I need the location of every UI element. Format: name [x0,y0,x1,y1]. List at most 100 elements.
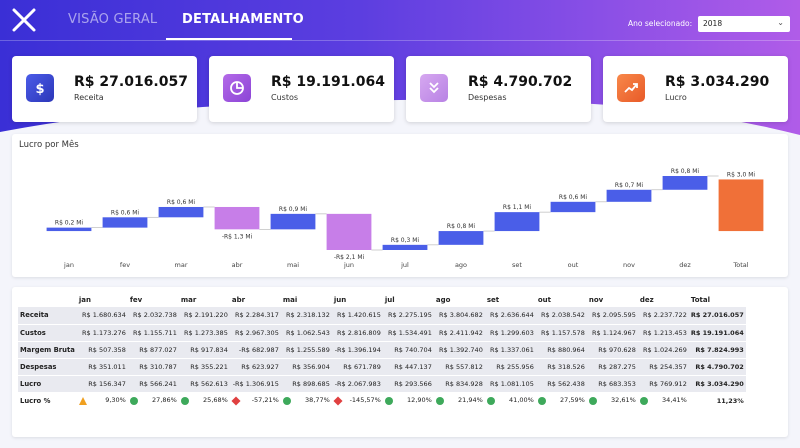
table-cell: R$ 623.927 [229,358,281,376]
status-diamond-icon [333,396,343,406]
x-tick-label: nov [623,261,635,269]
status-circle-icon [384,397,393,405]
table-cell: -R$ 682.987 [229,341,281,359]
table-cell: 11,23% [688,392,746,410]
financial-table: jan fev mar abr mai jun jul ago set out nov dez Tota… [18,293,746,410]
table-cell: R$ 2.816.809 [331,324,383,342]
table-cell: R$ 293.566 [382,375,434,393]
x-tick-label: mar [175,261,188,269]
table-cell: 12,90% [382,392,434,410]
waterfall-bar-ago [438,231,484,245]
table-cell: R$ 834.928 [433,375,485,393]
x-tick-label: mai [287,261,299,269]
data-label: R$ 0,6 Mi [559,194,588,201]
waterfall-bar-fev [102,217,148,228]
waterfall-bar-total [718,179,764,232]
data-label: R$ 1,1 Mi [503,204,532,211]
column-header-fev: fev [129,296,143,304]
kpi-label: Lucro [665,93,687,102]
table-cell: 38,77% [280,392,332,410]
table-cell: 21,94% [433,392,485,410]
status-circle-icon [588,397,597,405]
table-row-receita: Receita R$ 1.680.634 R$ 2.032.738 R$ 2.191.… [18,307,746,325]
x-tick-label: jan [63,261,74,269]
table-cell: R$ 970.628 [586,341,638,359]
status-circle-icon [435,397,444,405]
chart-title: Lucro por Mês [19,140,79,150]
table-row-despesas: Despesas R$ 351.011 R$ 310.787 R$ 355.221 R$… [18,358,746,376]
status-circle-icon [639,397,648,405]
column-header-jan: jan [78,296,91,304]
table-header-row: jan fev mar abr mai jun jul ago set out nov dez Tota… [18,293,746,307]
cell-value: 32,61% [611,396,636,404]
table-cell: R$ 1.173.276 [76,324,128,342]
column-header-dez: dez [639,296,654,304]
status-triangle-icon [78,397,87,405]
year-select[interactable]: 2018 ⌄ [698,16,790,32]
table-cell: R$ 917.834 [178,341,230,359]
table-cell: R$ 1.213.453 [637,324,689,342]
data-label: R$ 0,3 Mi [391,237,420,244]
column-header-mar: mar [180,296,197,304]
kpi-card-custos: R$ 19.191.064 Custos [209,56,394,122]
tab-visao-geral[interactable]: VISÃO GERAL [68,12,158,27]
pie-chart-icon [223,74,251,102]
x-tick-label: abr [232,261,243,269]
waterfall-chart: R$ 0,2 Mi jan R$ 0,6 Mi fev R$ 0,6 Mi mar -R$ … [46,168,764,269]
cell-value: -57,21% [251,396,279,404]
kpi-card-despesas: R$ 4.790.702 Despesas [406,56,591,122]
table-cell: R$ 562.438 [535,375,587,393]
table-cell: -R$ 2.067.983 [331,375,383,393]
table-cell: R$ 562.613 [178,375,230,393]
cell-value: 27,59% [560,396,585,404]
kpi-card-lucro: R$ 3.034.290 Lucro [603,56,788,122]
kpi-label: Custos [271,93,299,102]
column-header-mai: mai [282,296,298,304]
waterfall-bar-mar [158,206,204,218]
cell-value: 38,77% [305,396,330,404]
table-cell: R$ 2.275.195 [382,307,434,325]
table-cell: R$ 1.680.634 [76,307,128,325]
table-cell: R$ 447.137 [382,358,434,376]
table-cell: 27,59% [535,392,587,410]
kpi-card-receita: $ R$ 27.016.057 Receita [12,56,197,122]
data-label: R$ 0,8 Mi [671,168,700,175]
status-circle-icon [537,397,546,405]
table-cell: R$ 254.357 [637,358,689,376]
table-cell: R$ 310.787 [127,358,179,376]
cell-value: 21,94% [458,396,483,404]
logo-icon [12,8,36,32]
table-cell: R$ 2.411.942 [433,324,485,342]
table-cell: R$ 507.358 [76,341,128,359]
table-cell: R$ 877.027 [127,341,179,359]
status-diamond-icon [231,396,241,406]
kpi-label: Receita [74,93,104,102]
column-header-abr: abr [231,296,246,304]
table-cell: R$ 1.273.385 [178,324,230,342]
table-cell: 32,61% [586,392,638,410]
table-cell: R$ 19.191.064 [688,324,746,342]
table-cell: 25,68% [178,392,230,410]
waterfall-bar-set [494,212,540,232]
table-cell: R$ 1.124.967 [586,324,638,342]
table-cell: R$ 2.038.542 [535,307,587,325]
table-cell: R$ 2.967.305 [229,324,281,342]
table-cell: R$ 1.534.491 [382,324,434,342]
x-tick-label: jun [343,261,354,269]
table-cell: R$ 1.062.543 [280,324,332,342]
cell-value: -145,57% [349,396,381,404]
waterfall-bar-jul [382,244,428,250]
tab-detalhamento[interactable]: DETALHAMENTO [182,12,304,27]
table-card: jan fev mar abr mai jun jul ago set out nov dez Tota… [12,287,788,437]
status-circle-icon [282,397,291,405]
data-label: -R$ 2,1 Mi [334,254,365,261]
table-cell: R$ 2.636.644 [484,307,536,325]
table-cell: R$ 898.685 [280,375,332,393]
table-cell: R$ 7.824.993 [688,341,746,359]
active-tab-indicator [166,38,292,40]
table-cell: R$ 355.221 [178,358,230,376]
waterfall-bar-jan [46,227,92,232]
table-cell: R$ 255.956 [484,358,536,376]
cell-value: 11,23% [716,396,744,405]
table-row-lucro-percent: Lucro % 9,30% 27,86% 25,68% -57,21% 38,77% -14… [18,392,746,410]
